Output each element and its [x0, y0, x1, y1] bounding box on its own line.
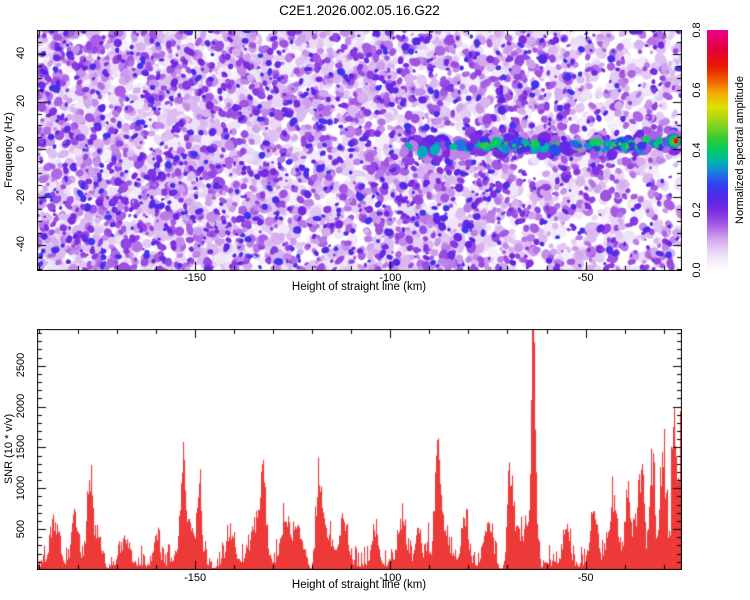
snr-x-axis-label: Height of straight line (km)	[291, 579, 427, 591]
colorbar-label: Normalized spectral amplitude	[734, 76, 746, 224]
colorbar	[707, 30, 728, 271]
spectrogram-plot	[37, 30, 682, 271]
snr-y-tick-label: 500	[15, 519, 27, 538]
snr-x-tick-label: -100	[379, 572, 402, 584]
snr-plot	[37, 329, 682, 570]
snr-x-tick-label: -150	[184, 572, 207, 584]
colorbar-tick-label: 0.0	[691, 262, 703, 278]
spectrogram-y-tick-label: 0	[15, 145, 27, 152]
colorbar-tick-label: 0.6	[691, 81, 703, 98]
snr-y-axis-label: SNR (10 * v/v)	[3, 413, 15, 485]
spectrogram-x-tick-label: -150	[184, 272, 207, 284]
colorbar-tick-label: 0.8	[691, 21, 703, 38]
snr-y-tick-label: 2500	[15, 353, 27, 378]
spectrogram-y-tick-label: 20	[15, 94, 27, 108]
spectrogram-y-tick-label: -20	[15, 188, 27, 205]
spectrogram-x-axis-label: Height of straight line (km)	[291, 281, 427, 293]
snr-x-tick-label: -50	[577, 572, 594, 584]
spectrogram-y-axis-label: Frequency (Hz)	[3, 112, 15, 188]
spectrogram-y-tick-label: -40	[15, 236, 27, 253]
spectrogram-y-tick-label: 40	[15, 47, 27, 60]
colorbar-tick-label: 0.4	[691, 142, 703, 158]
snr-y-tick-label: 1000	[15, 475, 27, 501]
snr-y-tick-label: 1500	[15, 434, 27, 460]
spectrogram-x-tick-label: -100	[379, 272, 402, 284]
snr-y-tick-label: 2000	[15, 393, 27, 419]
colorbar-tick-label: 0.2	[691, 202, 703, 218]
spectrogram-x-tick-label: -50	[577, 272, 594, 284]
figure-title: C2E1.2026.002.05.16.G22	[279, 3, 440, 18]
